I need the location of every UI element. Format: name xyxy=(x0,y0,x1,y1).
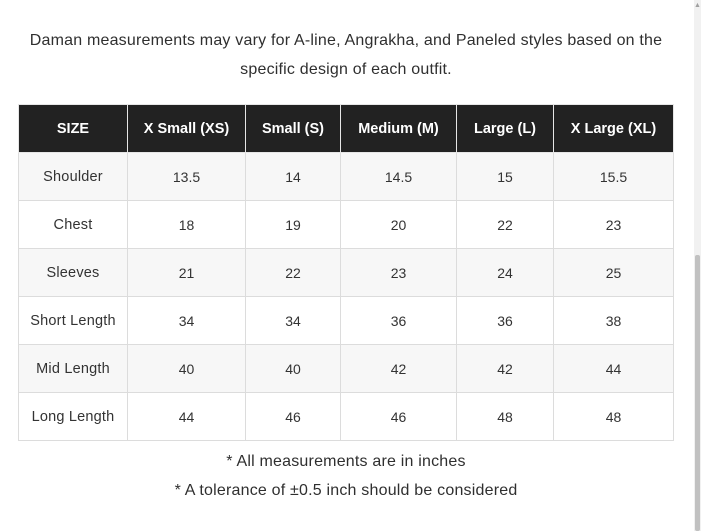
notes: * All measurements are in inches * A tol… xyxy=(10,447,682,505)
size-table-container: SIZE X Small (XS) Small (S) Medium (M) L… xyxy=(18,104,674,441)
table-row: Short Length 34 34 36 36 38 xyxy=(18,296,674,345)
size-table: SIZE X Small (XS) Small (S) Medium (M) L… xyxy=(18,104,674,441)
table-cell: 44 xyxy=(553,344,674,393)
header-xl: X Large (XL) xyxy=(553,104,674,153)
note-tolerance: * A tolerance of ±0.5 inch should be con… xyxy=(174,482,518,499)
note-units: * All measurements are in inches xyxy=(226,453,466,470)
table-row: Shoulder 13.5 14 14.5 15 15.5 xyxy=(18,152,674,201)
table-row: Sleeves 21 22 23 24 25 xyxy=(18,248,674,297)
table-cell: 20 xyxy=(340,200,457,249)
table-cell: 24 xyxy=(456,248,554,297)
row-label: Shoulder xyxy=(18,152,128,201)
table-cell: 40 xyxy=(127,344,246,393)
intro-text: Daman measurements may vary for A-line, … xyxy=(10,26,682,84)
table-cell: 44 xyxy=(127,392,246,441)
table-cell: 14.5 xyxy=(340,152,457,201)
row-label: Chest xyxy=(18,200,128,249)
table-cell: 48 xyxy=(553,392,674,441)
table-cell: 36 xyxy=(340,296,457,345)
table-cell: 34 xyxy=(245,296,341,345)
table-cell: 21 xyxy=(127,248,246,297)
table-row: Mid Length 40 40 42 42 44 xyxy=(18,344,674,393)
table-cell: 23 xyxy=(553,200,674,249)
table-row: Chest 18 19 20 22 23 xyxy=(18,200,674,249)
table-cell: 34 xyxy=(127,296,246,345)
table-cell: 13.5 xyxy=(127,152,246,201)
table-cell: 42 xyxy=(456,344,554,393)
table-cell: 40 xyxy=(245,344,341,393)
table-cell: 36 xyxy=(456,296,554,345)
table-cell: 22 xyxy=(456,200,554,249)
row-label: Mid Length xyxy=(18,344,128,393)
header-l: Large (L) xyxy=(456,104,554,153)
table-cell: 18 xyxy=(127,200,246,249)
header-xs: X Small (XS) xyxy=(127,104,246,153)
row-label: Short Length xyxy=(18,296,128,345)
header-s: Small (S) xyxy=(245,104,341,153)
table-cell: 42 xyxy=(340,344,457,393)
table-cell: 38 xyxy=(553,296,674,345)
vertical-scrollbar[interactable]: ▲ xyxy=(694,0,701,531)
table-cell: 15 xyxy=(456,152,554,201)
table-cell: 19 xyxy=(245,200,341,249)
table-cell: 15.5 xyxy=(553,152,674,201)
row-label: Sleeves xyxy=(18,248,128,297)
intro-line-1: Daman measurements may vary for A-line, … xyxy=(29,32,663,49)
row-label: Long Length xyxy=(18,392,128,441)
table-row: Long Length 44 46 46 48 48 xyxy=(18,392,674,441)
scrollbar-thumb[interactable] xyxy=(695,255,700,531)
chevron-up-icon[interactable]: ▲ xyxy=(694,2,701,9)
table-header-row: SIZE X Small (XS) Small (S) Medium (M) L… xyxy=(18,104,674,153)
table-cell: 23 xyxy=(340,248,457,297)
table-cell: 14 xyxy=(245,152,341,201)
table-cell: 46 xyxy=(340,392,457,441)
header-m: Medium (M) xyxy=(340,104,457,153)
table-cell: 48 xyxy=(456,392,554,441)
table-cell: 46 xyxy=(245,392,341,441)
header-size: SIZE xyxy=(18,104,128,153)
table-cell: 22 xyxy=(245,248,341,297)
table-cell: 25 xyxy=(553,248,674,297)
intro-line-2: specific design of each outfit. xyxy=(240,61,452,78)
